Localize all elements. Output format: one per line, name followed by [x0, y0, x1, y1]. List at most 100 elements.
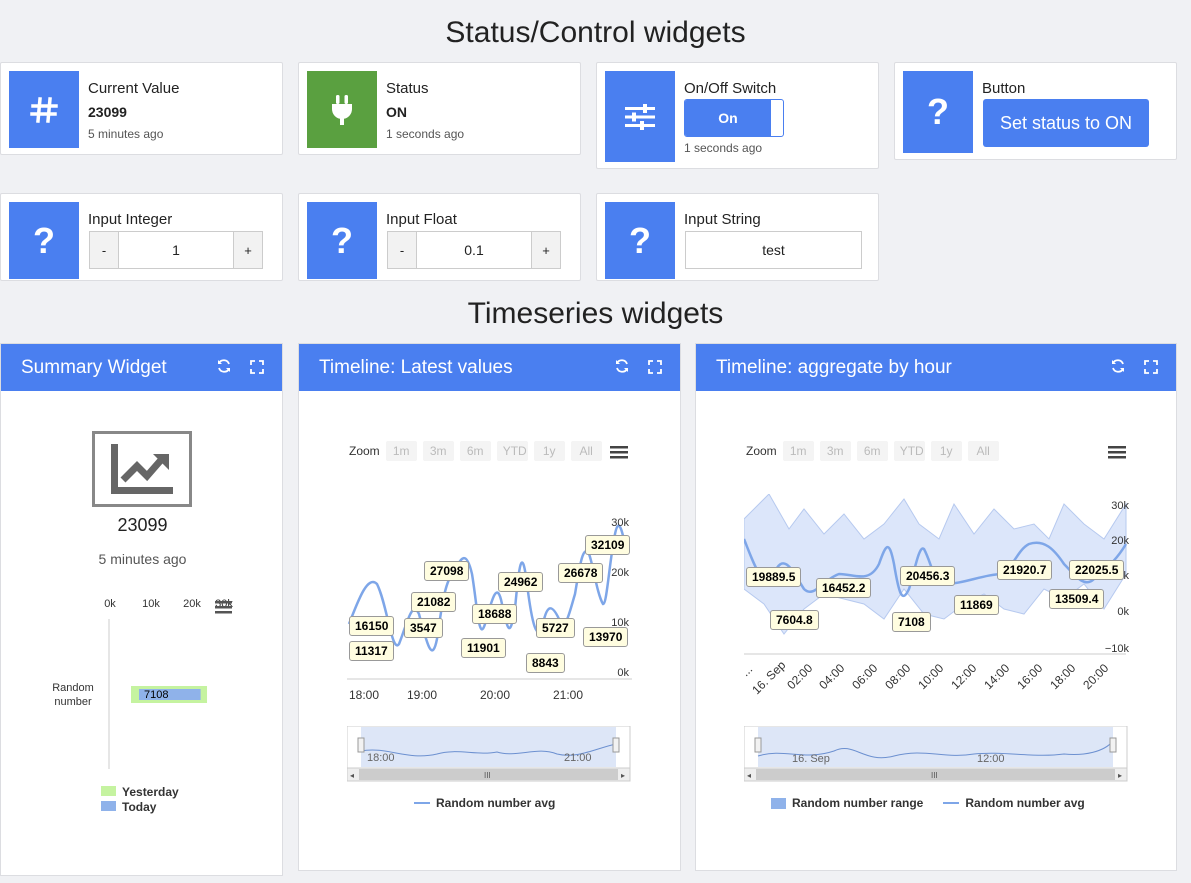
navigator-handle-right	[1109, 737, 1117, 753]
point-label: 13970	[583, 627, 629, 647]
point-label: 21082	[411, 592, 457, 612]
legend-range: Random number range	[792, 796, 924, 810]
current-value-label: Current Value	[88, 80, 180, 97]
integer-increment-button[interactable]: +	[233, 231, 263, 269]
timeline-latest-header: Timeline: Latest values	[299, 344, 680, 391]
status-section-title: Status/Control widgets	[445, 16, 746, 49]
zoom-ytd-button[interactable]: YTD	[496, 441, 528, 461]
svg-text:III: III	[484, 771, 491, 780]
x-tick: 16. Sep	[749, 658, 788, 697]
summary-header: Summary Widget	[1, 344, 282, 391]
navigator-handle-left	[754, 737, 762, 753]
zoom-1m-button[interactable]: 1m	[782, 441, 814, 461]
legend[interactable]: Random number range Random number avg	[771, 796, 1085, 810]
x-tick: 18:00	[349, 688, 379, 702]
svg-text:◂: ◂	[350, 771, 354, 780]
zoom-1m-button[interactable]: 1m	[385, 441, 417, 461]
point-label: 11317	[349, 641, 394, 661]
menu-icon	[215, 601, 232, 614]
zoom-6m-button[interactable]: 6m	[856, 441, 888, 461]
y-tick: 30k	[1111, 500, 1129, 512]
legend[interactable]: Random number avg	[414, 796, 555, 810]
summary-title: Summary Widget	[21, 356, 167, 378]
zoom-all-button[interactable]: All	[570, 441, 602, 461]
switch-widget: On/Off Switch On 1 seconds ago	[596, 62, 879, 169]
hash-icon	[9, 71, 79, 148]
legend-yesterday: Yesterday	[122, 785, 179, 799]
point-label: 7604.8	[770, 610, 819, 630]
float-input[interactable]: 0.1	[417, 231, 531, 269]
timeline-hourly-header: Timeline: aggregate by hour	[696, 344, 1176, 391]
nav-tick: 16. Sep	[792, 753, 830, 765]
zoom-1y-button[interactable]: 1y	[533, 441, 565, 461]
x-tick: 10k	[142, 598, 160, 610]
on-off-switch[interactable]: On	[684, 99, 784, 137]
x-tick: 0k	[104, 598, 116, 610]
refresh-icon[interactable]	[1110, 358, 1126, 380]
sliders-icon	[605, 71, 675, 162]
point-label: 13509.4	[1049, 589, 1105, 609]
point-label: 27098	[424, 561, 470, 581]
svg-text:III: III	[931, 771, 938, 780]
point-label: 21920.7	[997, 560, 1053, 580]
svg-text:◂: ◂	[747, 771, 751, 780]
timeline-latest-title: Timeline: Latest values	[319, 356, 513, 378]
y-tick: −10k	[1105, 643, 1130, 655]
input-float-label: Input Float	[386, 211, 457, 228]
switch-state-label: On	[685, 100, 771, 136]
float-increment-button[interactable]: +	[531, 231, 561, 269]
x-tick: 19:00	[407, 688, 437, 702]
bar-today	[139, 689, 201, 700]
zoom-controls: Zoom 1m 3m 6m YTD 1y All	[746, 441, 999, 461]
zoom-6m-button[interactable]: 6m	[459, 441, 491, 461]
button-widget: ? Button Set status to ON	[894, 62, 1177, 160]
x-tick: 20:00	[480, 688, 510, 702]
zoom-all-button[interactable]: All	[967, 441, 999, 461]
x-tick: 20k	[183, 598, 201, 610]
x-tick: ...	[744, 662, 755, 679]
status-time: 1 seconds ago	[386, 127, 465, 141]
fullscreen-icon[interactable]	[1144, 358, 1158, 380]
string-input[interactable]: test	[685, 231, 862, 269]
fullscreen-icon[interactable]	[648, 358, 662, 380]
navigator-handle-right	[612, 737, 620, 753]
menu-icon[interactable]	[1108, 446, 1126, 460]
range-navigator[interactable]: 18:00 21:00 ◂ ▸ III	[347, 726, 632, 784]
navigator-handle-left	[357, 737, 365, 753]
y-tick: 20k	[1111, 535, 1129, 547]
question-icon: ?	[9, 202, 79, 279]
input-integer-widget: ? Input Integer - 1 +	[0, 193, 283, 281]
integer-decrement-button[interactable]: -	[89, 231, 119, 269]
menu-icon[interactable]	[610, 446, 628, 460]
chart-area-icon	[92, 431, 192, 507]
x-tick: 02:00	[784, 661, 815, 692]
range-navigator[interactable]: 16. Sep 12:00 ◂ ▸ III	[744, 726, 1129, 784]
x-tick: 18:00	[1047, 661, 1078, 692]
svg-text:▸: ▸	[1118, 771, 1122, 780]
integer-input[interactable]: 1	[119, 231, 233, 269]
set-status-button[interactable]: Set status to ON	[983, 99, 1149, 147]
zoom-3m-button[interactable]: 3m	[422, 441, 454, 461]
point-label: 26678	[558, 563, 604, 583]
y-tick: 0k	[617, 667, 629, 679]
bar-value-label: 7108	[144, 689, 168, 701]
timeline-latest-widget: Timeline: Latest values Zoom 1m 3m 6m YT…	[298, 343, 681, 871]
summary-time: 5 minutes ago	[98, 551, 187, 567]
refresh-icon[interactable]	[216, 358, 232, 380]
point-label: 11901	[461, 638, 506, 658]
float-decrement-button[interactable]: -	[387, 231, 417, 269]
nav-tick: 12:00	[977, 753, 1005, 765]
summary-value: 23099	[117, 515, 168, 535]
point-label: 7108	[892, 612, 931, 632]
hourly-chart: 30k 20k 10k 0k −10k ... 16. Sep 02:00 04…	[744, 494, 1130, 697]
fullscreen-icon[interactable]	[250, 358, 264, 380]
zoom-ytd-button[interactable]: YTD	[893, 441, 925, 461]
legend-series: Random number avg	[965, 796, 1085, 810]
timeline-hourly-widget: Timeline: aggregate by hour Zoom 1m 3m 6…	[695, 343, 1177, 871]
current-value-time: 5 minutes ago	[88, 127, 164, 141]
refresh-icon[interactable]	[614, 358, 630, 380]
status-value: ON	[386, 104, 407, 120]
zoom-3m-button[interactable]: 3m	[819, 441, 851, 461]
point-label: 5727	[536, 618, 575, 638]
zoom-1y-button[interactable]: 1y	[930, 441, 962, 461]
